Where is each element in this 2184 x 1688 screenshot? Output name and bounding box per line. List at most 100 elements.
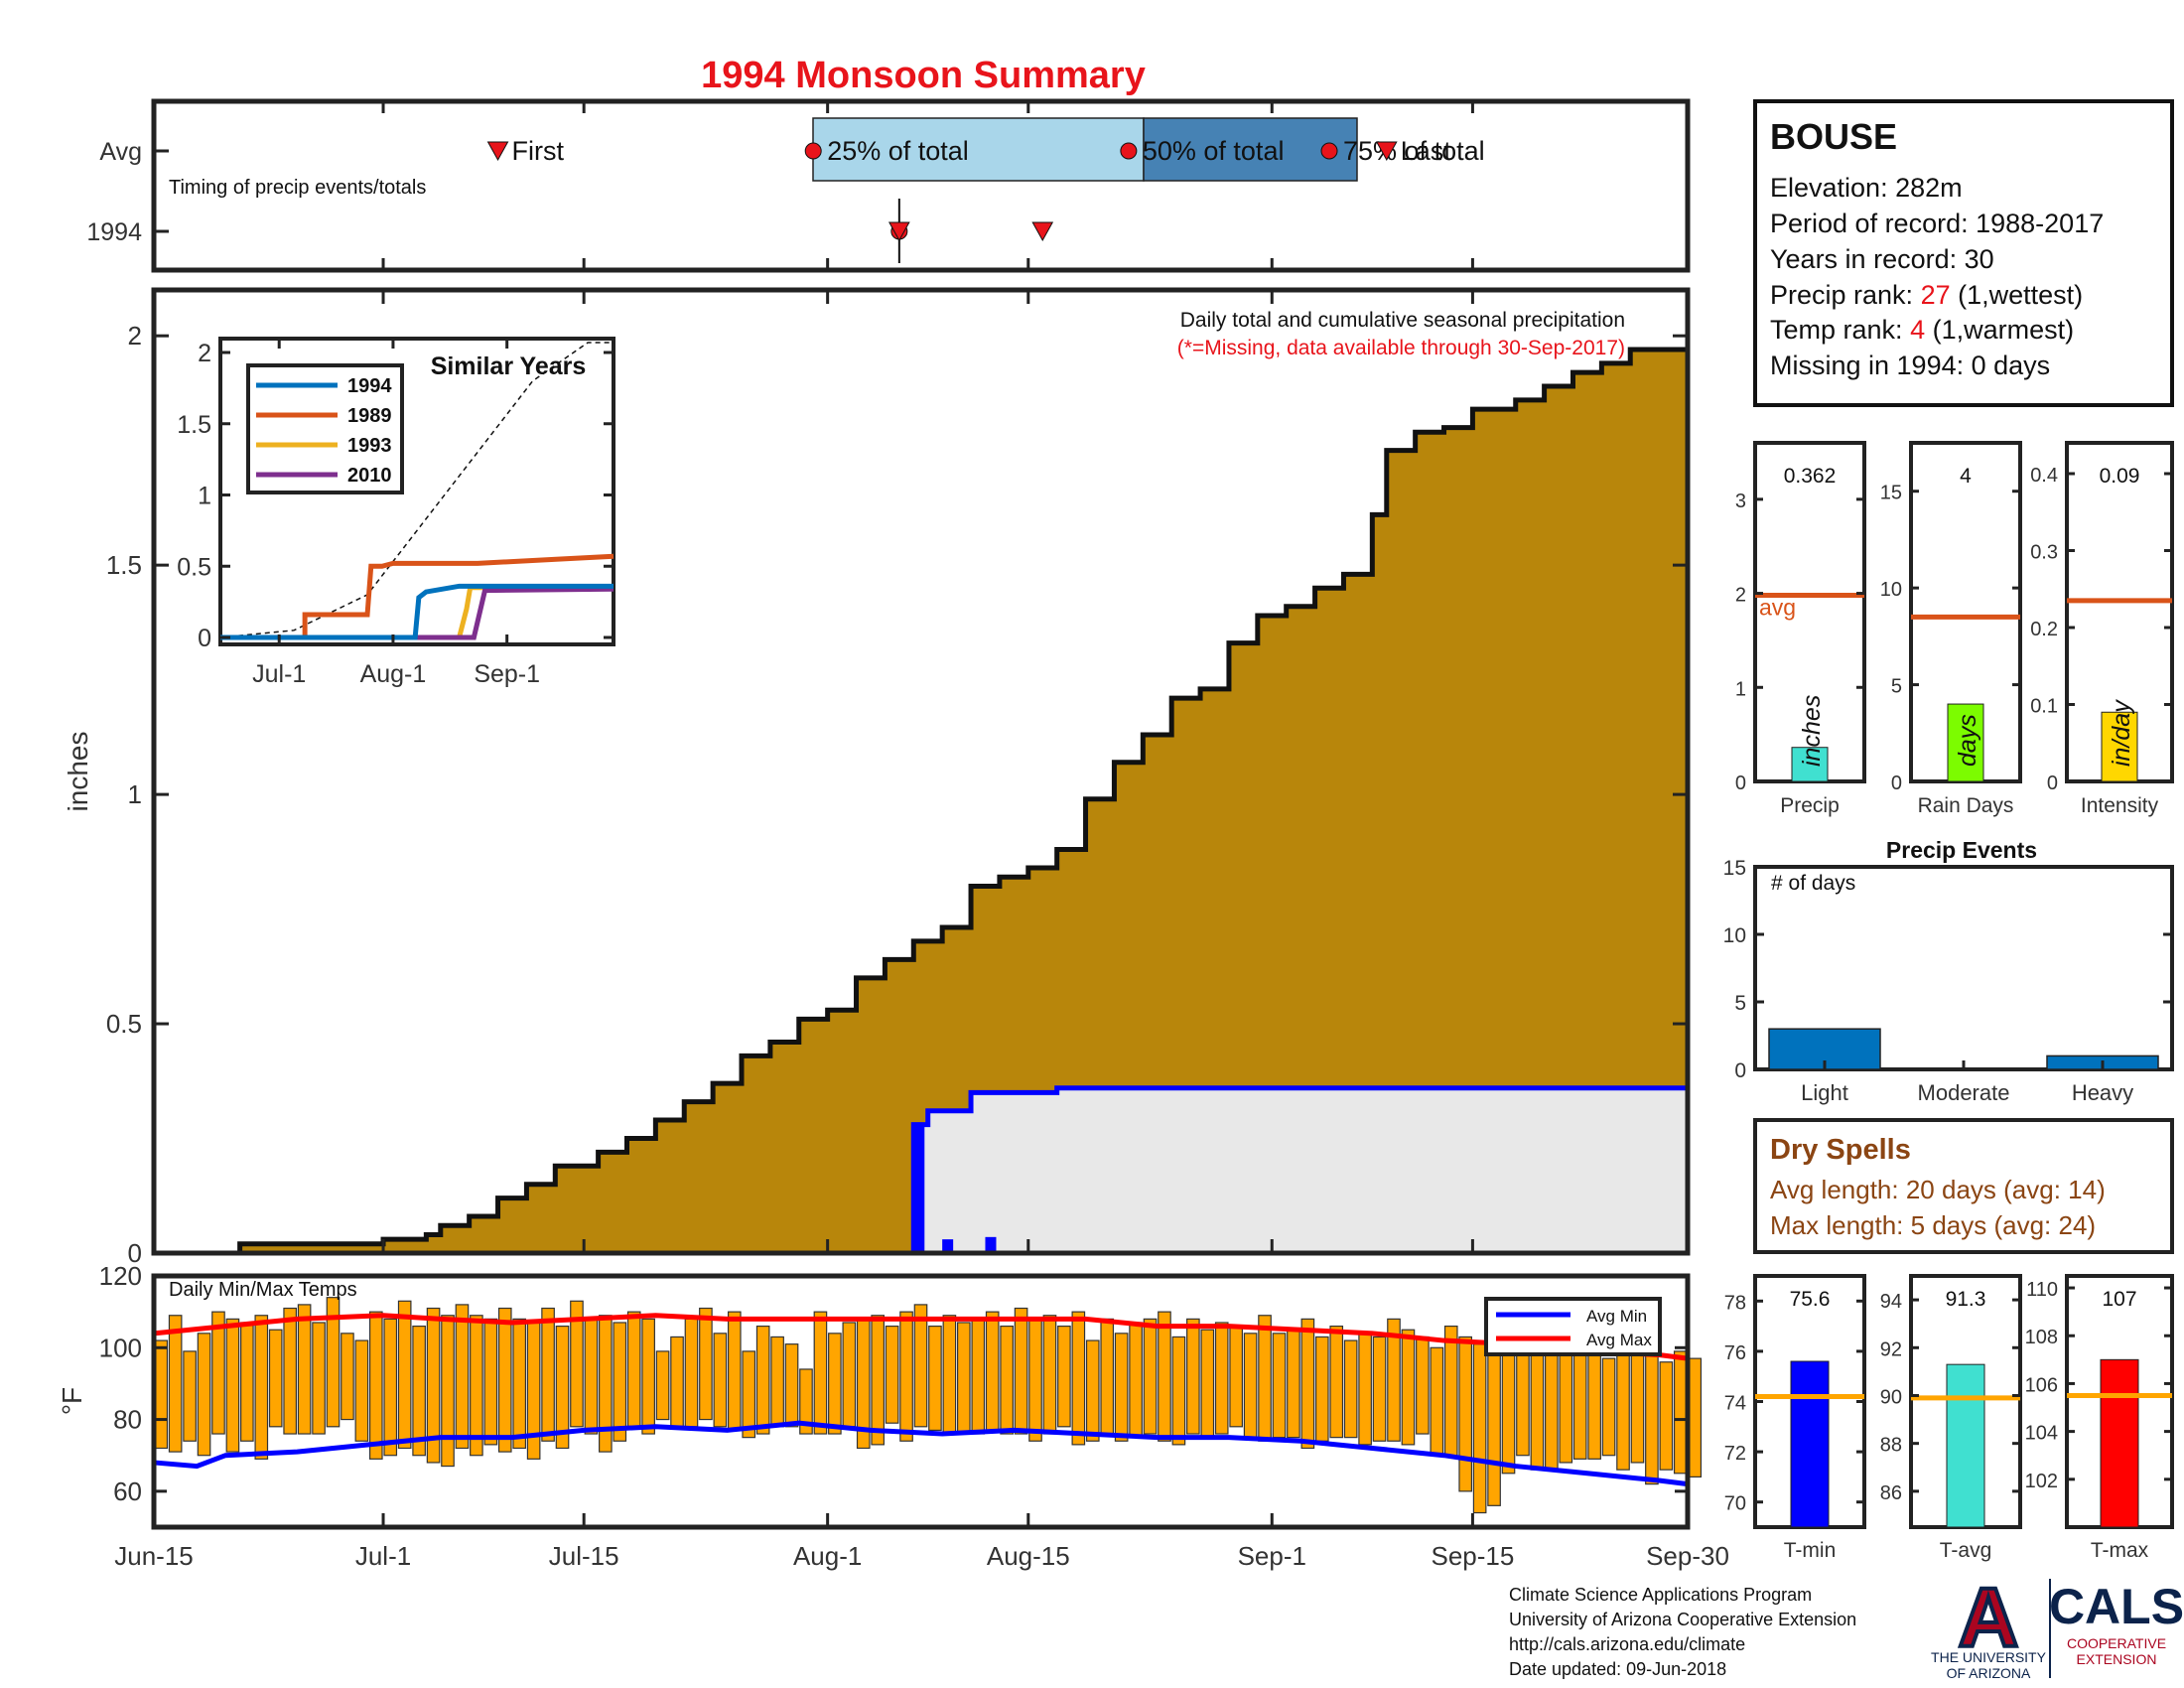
daily-temp-bar [1300,1318,1315,1450]
bars_intensity-unit-label: in/day [2108,699,2135,767]
university-logo: A THE UNIVERSITY OF ARIZONA CALS COOPERA… [1931,1569,2184,1681]
bars_intensity-ytick-label: 0.4 [2030,465,2058,487]
event-ytick-label: 0 [1734,1059,1746,1082]
daily-temp-bar [541,1307,555,1442]
temp-bar-xlabel: T-max [2091,1539,2149,1562]
avg-max-line [153,1313,1689,1361]
dry-spells-title: Dry Spells [1770,1134,1911,1166]
daily-temp-bar [655,1350,670,1421]
daily-temp-bar [526,1322,541,1460]
x-axis-date-label: Sep-1 [1238,1541,1306,1571]
timing-year-triangle [1031,221,1054,242]
temp-bar-panel-t-avg: 91.3 T-avg 86 88 90 92 94 [1880,1274,2022,1562]
bars_raindays-ytick-label: 5 [1891,676,1902,698]
daily-temp-bar [1372,1336,1387,1442]
daily-temp-bar [1243,1333,1258,1439]
inset-ytick-label: 0 [198,625,211,652]
inset-line-1989 [220,553,614,640]
daily-temp-bar [312,1322,326,1435]
daily-temp-bar [354,1339,369,1442]
daily-temp-bar [1214,1322,1229,1435]
timing-avg-label: First [512,136,565,166]
bars_precip-unit-label: inches [1798,695,1826,767]
inset-ytick-label: 0.5 [177,553,211,581]
timing-avg-circle [804,142,822,160]
bars_precip-ytick-label: 0 [1735,773,1746,794]
daily-temp-bar [755,1325,770,1435]
temp-bar-ytick-label: 86 [1880,1482,1902,1504]
inset-title: Similar Years [431,352,587,380]
temp-legend-box [1484,1297,1662,1356]
daily-temp-bar [1000,1325,1014,1435]
footer-line-1: Climate Science Applications Program [1509,1585,1812,1605]
main-ylabel: inches [63,732,93,812]
event-category-label: Light [1801,1080,1848,1105]
temp-bar-ytick-label: 70 [1724,1493,1746,1515]
daily-temp-bar [297,1304,312,1435]
daily-temp-bar [1071,1311,1086,1446]
dry-spells-max: Max length: 5 days (avg: 24) [1770,1210,2096,1240]
daily-temp-bar [1287,1329,1300,1439]
bars_raindays-panel: 4 days Rain Days 0 5 10 15 [1880,441,2022,817]
daily-temp-bar [1258,1315,1272,1442]
temp-bar-ytick-label: 90 [1880,1386,1902,1408]
temp-bar-ytick-label: 106 [2025,1374,2058,1396]
main-ytick-label: 2 [128,321,142,351]
bars_raindays-ytick-label: 15 [1880,483,1902,504]
daily-temp-bar [1042,1315,1057,1435]
daily-temp-bar [1630,1339,1645,1464]
daily-temp-bar [770,1336,784,1428]
event-category-label: Moderate [1918,1080,2010,1105]
temp-bar-panel-t-max: 107 T-max 102 104 106 108 110 [2025,1274,2174,1562]
footer-line-3: http://cals.arizona.edu/climate [1509,1634,1745,1654]
timing-note: Timing of precip events/totals [169,177,426,199]
temp-value-bar [1946,1363,1985,1528]
bars_intensity-ytick-label: 0.3 [2030,542,2058,564]
x-axis-date-label: Jun-15 [114,1541,194,1571]
daily-temp-bar [1014,1307,1028,1435]
precip-events-chart: Precip Events # of days Light Moderate Hea… [1723,837,2174,1105]
temp-bar-panel-t-min: 75.6 T-min 70 72 74 76 78 [1724,1274,1866,1562]
years-in-record: Years in record: 30 [1770,244,1994,274]
daily-temp-bar [1443,1325,1458,1457]
temp-legend: Avg Min Avg Max [1484,1297,1662,1356]
daily-temp-bar [240,1322,254,1442]
daily-temp-bar [913,1304,928,1428]
daily-temp-bar [626,1311,641,1428]
precip-rank: Precip rank: 27 (1,wettest) [1770,280,2083,310]
daily-temp-bar [254,1315,269,1460]
daily-temp-bar [1673,1350,1688,1475]
inset-ytick-label: 1.5 [177,411,211,439]
timing-row-label-year: 1994 [86,218,142,246]
daily-temp-bar [497,1307,512,1453]
year-cumulative-area [913,1087,1688,1253]
daily-temp-bar [555,1325,570,1450]
daily-temp-bar [684,1318,699,1428]
main-chart-frame [151,287,1691,1256]
bars_intensity-value-label: 0.09 [2100,465,2140,488]
temp-bar-ytick-label: 74 [1724,1393,1746,1415]
daily-temp-bar [368,1311,383,1460]
temp-value-bar [1790,1360,1830,1528]
main-ytick-label: 0.5 [106,1009,142,1039]
daily-temp-bar [1143,1318,1158,1435]
daily-temp-bar [1616,1353,1630,1471]
inset-xtick-label: Sep-1 [474,660,540,688]
daily-temp-bar [727,1311,742,1432]
daily-temp-bar [1601,1357,1616,1457]
daily-precip-bar [942,1239,954,1253]
timing-iqr-light [812,117,1145,182]
dry-spells-avg: Avg length: 20 days (avg: 14) [1770,1175,2106,1204]
info-frame [1753,99,2174,407]
daily-temp-bar [985,1311,1000,1432]
daily-temp-bar [956,1322,971,1435]
x-axis-date-label: Jul-1 [355,1541,411,1571]
daily-temp-bar [1645,1346,1659,1485]
station-info-box: BOUSE Elevation: 282m Period of record: … [1753,99,2174,407]
bars_precip-value-label: 0.362 [1784,465,1837,488]
daily-temp-bar [412,1325,426,1457]
bars_intensity-ytick-label: 0 [2047,773,2058,794]
daily-temp-bar [1587,1346,1601,1460]
temp-bar-xlabel: T-min [1784,1539,1837,1562]
main-missing-note: (*=Missing, data available through 30-Se… [1177,337,1625,359]
